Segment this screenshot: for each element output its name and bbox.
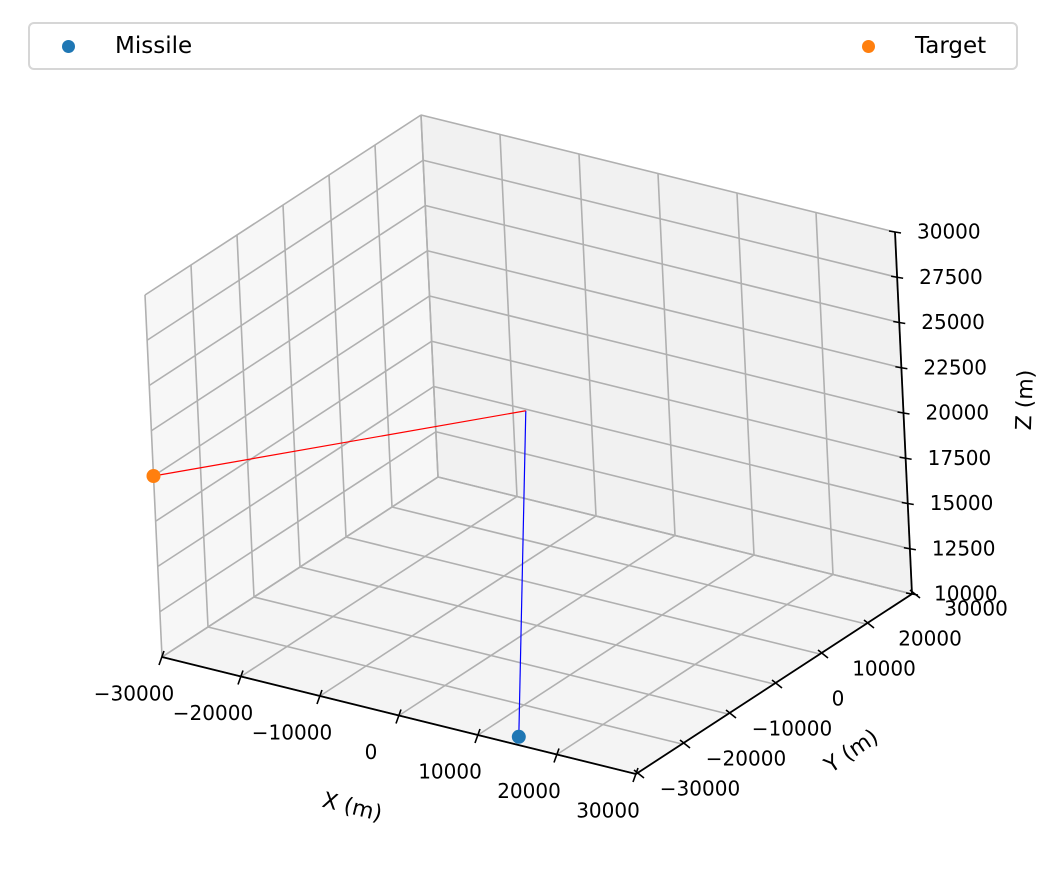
legend-label-missile: Missile: [115, 33, 193, 59]
z-tick: [903, 546, 917, 551]
z-tick: [895, 365, 908, 370]
x-tick-label: 0: [365, 740, 378, 764]
grid-z-back: [422, 159, 898, 279]
x-tick: [632, 767, 639, 783]
x-tick-label: 30000: [576, 799, 640, 823]
legend-label-target: Target: [915, 33, 987, 59]
x-tick-label: 10000: [418, 760, 482, 784]
y-tick-label: −10000: [752, 717, 832, 741]
y-tick-label: 30000: [944, 597, 1008, 621]
grid-z-back: [429, 295, 904, 414]
grid-z-left: [146, 159, 424, 341]
grid-y-floor: [391, 506, 867, 625]
grid-z-left: [144, 114, 422, 296]
legend-marker-target: [862, 39, 875, 53]
z-tick: [888, 230, 902, 234]
z-tick: [901, 501, 914, 506]
point-target: [146, 469, 161, 483]
trajectory-line-0: [518, 410, 527, 737]
x-axis-title: X (m): [320, 788, 385, 827]
grid-y-floor: [207, 626, 683, 745]
x-tick-label: 20000: [497, 779, 561, 803]
grid-z-left: [159, 431, 437, 613]
legend-entry-missile: Missile: [62, 24, 192, 68]
x-tick: [474, 728, 481, 744]
z-tick: [905, 592, 919, 596]
grid-z-left: [150, 250, 428, 432]
grid-z-left: [148, 204, 426, 387]
grid-z-back: [437, 476, 913, 595]
z-tick: [897, 411, 910, 415]
y-tick-label: −20000: [706, 747, 786, 771]
grid-z-back: [427, 249, 902, 369]
z-tick: [890, 275, 904, 280]
legend: Missile Target: [28, 22, 1018, 70]
y-tick: [771, 679, 783, 689]
z-tick-label: 20000: [926, 401, 990, 425]
x-tick: [158, 650, 165, 666]
grid-z-back: [425, 204, 900, 324]
grid-z-back: [433, 385, 908, 505]
z-tick: [893, 320, 906, 325]
grid-z-left: [155, 340, 433, 522]
legend-entry-target: Target: [862, 24, 986, 68]
x-tick-label: −30000: [94, 682, 174, 706]
grid-z-left: [157, 385, 435, 568]
grid-z-back: [431, 340, 906, 460]
grid-z-left: [153, 295, 430, 477]
legend-marker-missile: [62, 39, 75, 53]
y-tick-label: −30000: [660, 777, 740, 801]
z-tick-label: 30000: [917, 220, 981, 244]
x-tick: [316, 689, 323, 705]
z-tick-label: 27500: [919, 265, 983, 289]
y-tick: [633, 769, 645, 779]
y-tick: [817, 649, 829, 659]
x-tick-label: −10000: [252, 721, 332, 745]
y-axis-line: [635, 593, 913, 775]
x-tick-label: −20000: [173, 701, 253, 725]
z-tick: [899, 456, 912, 461]
z-axis-title: Z (m): [1012, 369, 1039, 431]
y-tick: [725, 709, 737, 719]
z-tick-label: 12500: [932, 536, 996, 560]
y-tick-label: 0: [832, 687, 845, 711]
z-tick-label: 10000: [934, 582, 998, 606]
grid-y-floor: [299, 566, 775, 685]
x-tick: [237, 670, 244, 685]
z-tick-label: 25000: [921, 310, 985, 334]
z-tick-label: 22500: [923, 355, 987, 379]
grid-z-left: [161, 476, 439, 658]
y-tick: [863, 619, 875, 629]
x-tick: [395, 709, 402, 724]
z-tick-label: 15000: [930, 491, 994, 515]
y-tick-label: 10000: [852, 657, 916, 681]
grid-y-floor: [253, 596, 729, 715]
trajectory-line-1: [153, 410, 526, 477]
z-tick-label: 17500: [928, 446, 992, 470]
x-tick: [553, 748, 560, 763]
point-missile: [511, 729, 526, 744]
y-tick: [679, 739, 691, 749]
grid-z-back: [420, 114, 896, 233]
grid-y-floor: [345, 536, 821, 655]
grid-z-back: [435, 430, 911, 550]
y-tick-label: 20000: [898, 627, 962, 651]
